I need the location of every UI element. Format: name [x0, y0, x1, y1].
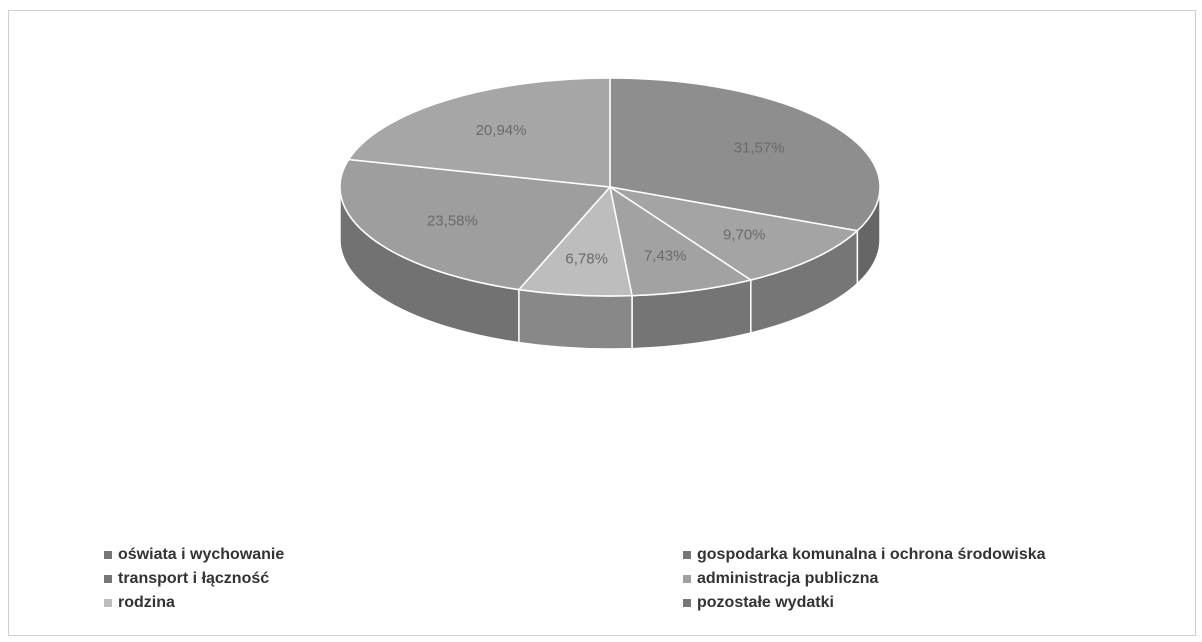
pie-side-3: [518, 288, 633, 350]
pie-value-label-3: 6,78%: [565, 250, 608, 267]
legend-column-left: oświata i wychowanie transport i łącznoś…: [104, 543, 284, 615]
pie-value-label-0: 31,57%: [734, 140, 785, 157]
pie-value-label-2: 7,43%: [644, 247, 687, 264]
legend-swatch: [104, 575, 112, 583]
legend-item: transport i łączność: [104, 567, 284, 591]
pie-top: [339, 77, 881, 297]
legend-label: gospodarka komunalna i ochrona środowisk…: [697, 546, 1046, 563]
pie-labels: 31,57% 9,70% 7,43% 6,78% 23,58% 20,94%: [427, 122, 785, 267]
legend-label: oświata i wychowanie: [118, 546, 285, 563]
legend-swatch: [683, 599, 691, 607]
legend-item: gospodarka komunalna i ochrona środowisk…: [683, 543, 1046, 567]
legend-swatch: [683, 551, 691, 559]
legend-label: rodzina: [118, 594, 175, 611]
pie-slice-2: [608, 185, 753, 297]
legend-swatch: [683, 575, 691, 583]
pie-value-label-4: 23,58%: [427, 213, 478, 230]
legend-item: oświata i wychowanie: [104, 543, 284, 567]
legend-label: pozostałe wydatki: [697, 594, 834, 611]
legend-swatch: [104, 599, 112, 607]
pie-slice-5: [347, 77, 611, 188]
legend-item: administracja publiczna: [683, 567, 1046, 591]
pie-value-label-1: 9,70%: [723, 226, 766, 243]
pie-slice-3: [517, 185, 633, 297]
pie-value-label-5: 20,94%: [476, 122, 527, 139]
pie-slice-4: [339, 158, 612, 291]
legend-swatch: [104, 551, 112, 559]
legend-item: pozostałe wydatki: [683, 591, 1046, 615]
pie-slice-1: [609, 186, 859, 281]
pie-sides: [339, 186, 881, 350]
legend-label: administracja publiczna: [697, 570, 879, 587]
legend-item: rodzina: [104, 591, 284, 615]
legend-label: transport i łączność: [118, 570, 270, 587]
legend-column-right: gospodarka komunalna i ochrona środowisk…: [683, 543, 1046, 615]
pie-slice-0: [609, 77, 881, 232]
